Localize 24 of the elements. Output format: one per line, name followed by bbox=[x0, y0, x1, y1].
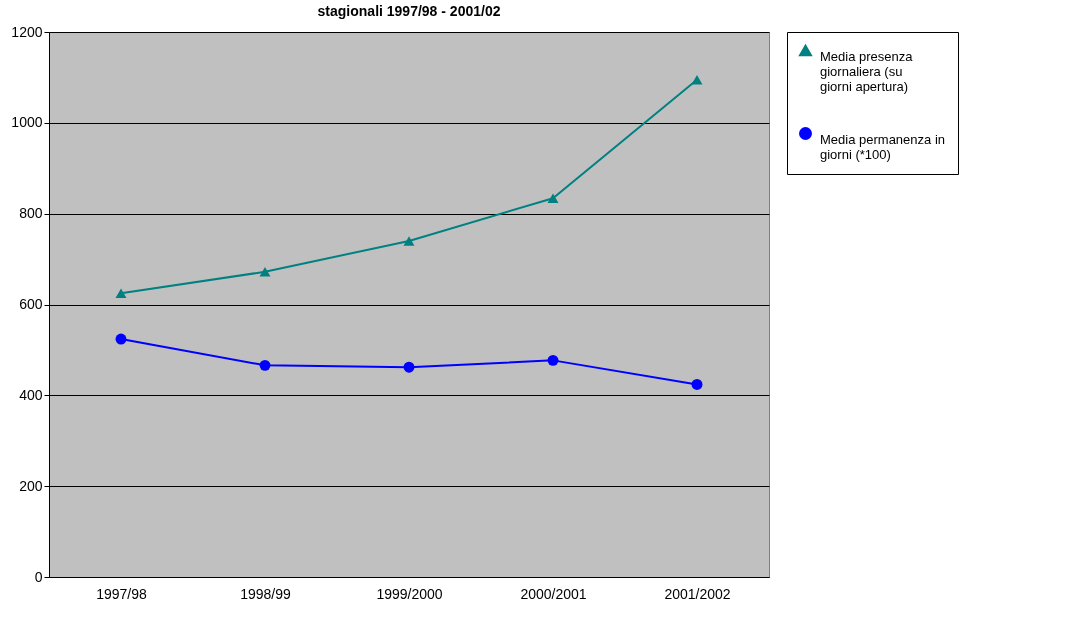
y-tick-label: 1200 bbox=[11, 23, 43, 40]
y-tick-label: 600 bbox=[19, 296, 43, 312]
legend-label: Media presenza giornaliera (su giorni apertura) bbox=[820, 48, 914, 94]
point bbox=[115, 333, 127, 345]
y-tick-label: 400 bbox=[19, 386, 43, 403]
point bbox=[259, 267, 271, 277]
y-tick-label: 800 bbox=[19, 205, 43, 222]
point bbox=[403, 361, 415, 373]
y-tick-label: 0 bbox=[34, 568, 43, 585]
point bbox=[547, 193, 559, 203]
x-tick-label: 1998/99 bbox=[240, 585, 292, 602]
y-tick-label: 1000 bbox=[11, 114, 43, 131]
point bbox=[403, 236, 415, 246]
point bbox=[547, 354, 559, 366]
point bbox=[691, 378, 703, 390]
y-tick-label: 200 bbox=[19, 477, 43, 494]
point bbox=[259, 359, 271, 371]
x-tick-label: 2000/2001 bbox=[520, 585, 587, 602]
x-tick-label: 2001/2002 bbox=[664, 585, 731, 602]
x-tick-label: 1999/2000 bbox=[376, 585, 443, 602]
chart-title: stagionali 1997/98 - 2001/02 bbox=[317, 3, 501, 19]
legend-label: Media permanenza in giorni (*100) bbox=[820, 131, 946, 162]
x-tick-label: 1997/98 bbox=[96, 585, 148, 602]
point bbox=[115, 288, 127, 298]
